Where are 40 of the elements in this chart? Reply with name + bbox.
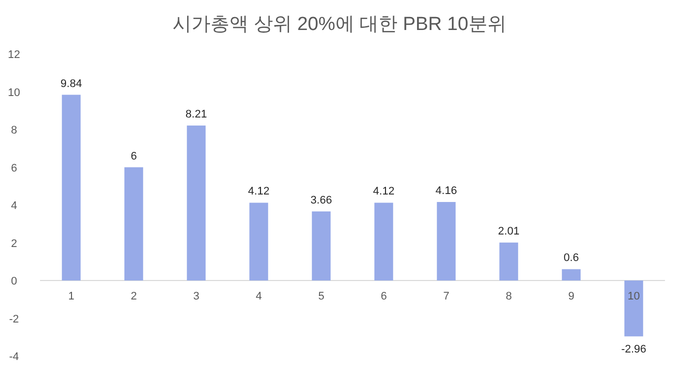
chart-title: 시가총액 상위 20%에 대한 PBR 10분위: [172, 14, 506, 35]
y-tick-label: 4: [10, 200, 18, 212]
data-label: 4.12: [248, 186, 270, 198]
bar: [436, 202, 456, 280]
data-label: 0.6: [564, 252, 579, 264]
y-tick-label: 10: [8, 86, 20, 99]
y-tick-label: -2: [9, 313, 19, 326]
data-label: 4.16: [436, 184, 457, 197]
data-label: 6: [130, 150, 137, 162]
data-label: 4.12: [373, 186, 394, 198]
data-label: 9.84: [60, 78, 82, 90]
x-tick-label: 6: [380, 290, 387, 302]
y-tick-label: 8: [10, 124, 18, 136]
y-tick-label: 0: [10, 276, 18, 288]
bar: [62, 94, 81, 280]
x-tick-label: 3: [193, 290, 200, 302]
x-tick-label: 8: [506, 290, 512, 302]
bar: [562, 269, 581, 280]
bar: [499, 242, 518, 280]
y-tick-label: 12: [8, 49, 20, 61]
y-tick-label: -4: [9, 351, 19, 363]
bar: [249, 202, 268, 280]
x-tick-label: 5: [318, 290, 324, 302]
data-label: 2.01: [498, 226, 520, 238]
data-label: 8.21: [186, 108, 207, 121]
x-tick-label: 10: [628, 290, 640, 302]
x-tick-label: 2: [130, 290, 137, 302]
x-tick-label: 1: [68, 290, 74, 302]
bar: [374, 202, 394, 280]
bar: [624, 280, 644, 336]
y-tick-label: 2: [10, 238, 18, 250]
bar: [312, 211, 331, 280]
x-tick-label: 7: [443, 290, 450, 302]
bar: [186, 126, 206, 280]
y-tick-label: 6: [10, 162, 18, 174]
x-tick-label: 9: [568, 290, 574, 302]
bar: [124, 167, 144, 280]
x-tick-label: 4: [256, 290, 262, 302]
data-label: -2.96: [621, 343, 646, 356]
data-label: 3.66: [310, 194, 332, 206]
